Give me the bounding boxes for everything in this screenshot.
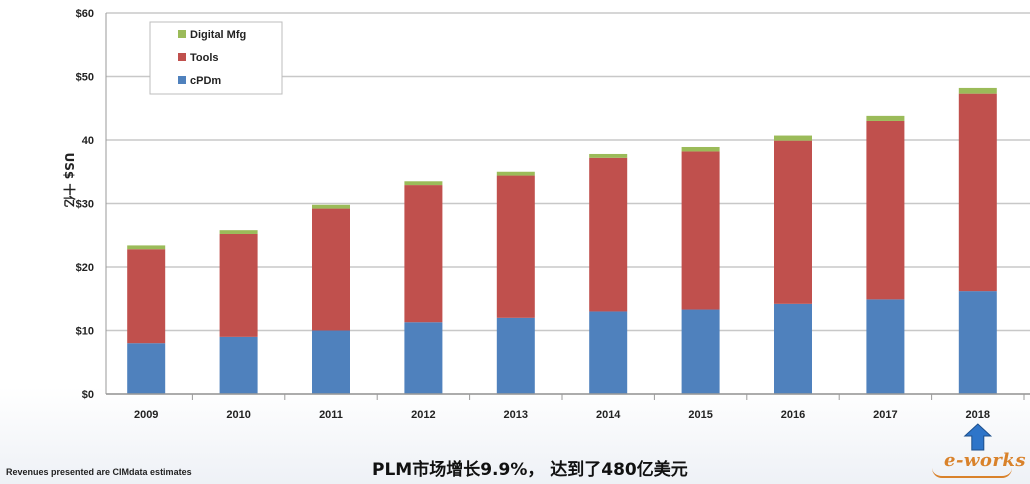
bar-digital-mfg-2013 bbox=[496, 171, 535, 176]
y-tick-label: $60 bbox=[76, 8, 94, 20]
bar-digital-mfg-2009 bbox=[127, 245, 166, 250]
bar-cpdm-2015 bbox=[681, 309, 720, 394]
y-tick-label: $50 bbox=[76, 72, 94, 84]
bar-cpdm-2014 bbox=[589, 311, 628, 394]
bar-tools-2009 bbox=[127, 249, 166, 344]
bar-cpdm-2016 bbox=[774, 303, 812, 394]
x-tick-label-2018: 2018 bbox=[966, 409, 990, 421]
legend-label-tools: Tools bbox=[190, 52, 219, 64]
bar-tools-2011 bbox=[312, 208, 350, 331]
chart: $0 $10 $20 $30 40 $50 $60 2009 2010 2011 2012 2013… bbox=[62, 8, 1030, 451]
highlight-arrow-icon bbox=[963, 423, 993, 451]
bar-cpdm-2010 bbox=[219, 336, 258, 394]
y-tick-label: $10 bbox=[76, 326, 94, 338]
e-works-logo: e-works bbox=[928, 448, 1028, 478]
bar-digital-mfg-2011 bbox=[312, 204, 350, 209]
x-tick-label-2009: 2009 bbox=[134, 409, 158, 421]
logo-text: e-works bbox=[944, 450, 1027, 471]
bars bbox=[127, 87, 997, 394]
bar-tools-2015 bbox=[681, 151, 720, 310]
y-axis-ticks: $0 $10 $20 $30 40 $50 $60 bbox=[76, 8, 94, 401]
y-axis-label: US$ 十亿 bbox=[62, 153, 77, 208]
x-tick-label-2010: 2010 bbox=[226, 409, 250, 421]
bar-tools-2013 bbox=[496, 175, 535, 318]
x-axis-ticks: 2009 2010 2011 2012 2013 2014 2015 2016 2017 2018 bbox=[106, 393, 1030, 421]
y-tick-label: 40 bbox=[82, 135, 94, 147]
legend-label-cpdm: cPDm bbox=[190, 75, 221, 87]
bar-digital-mfg-2017 bbox=[866, 115, 905, 121]
bar-tools-2017 bbox=[866, 120, 905, 300]
legend-swatch-tools bbox=[178, 53, 186, 61]
x-tick-label-2012: 2012 bbox=[411, 409, 435, 421]
bar-digital-mfg-2016 bbox=[774, 135, 812, 141]
bar-tools-2012 bbox=[404, 185, 443, 323]
bar-cpdm-2013 bbox=[496, 317, 535, 394]
bar-tools-2014 bbox=[589, 157, 628, 312]
chart-caption: PLM市场增长9.9%， 达到了480亿美元 bbox=[372, 460, 688, 480]
legend-swatch-cpdm bbox=[178, 76, 186, 84]
bar-cpdm-2018 bbox=[958, 291, 997, 394]
bar-digital-mfg-2015 bbox=[681, 146, 720, 152]
bar-digital-mfg-2014 bbox=[589, 153, 628, 158]
legend-label-digital-mfg: Digital Mfg bbox=[190, 29, 246, 41]
up-arrow-icon bbox=[963, 423, 993, 451]
legend-box bbox=[149, 21, 283, 95]
legend: Digital Mfg Tools cPDm bbox=[149, 21, 283, 95]
bar-cpdm-2011 bbox=[312, 330, 350, 394]
x-tick-label-2013: 2013 bbox=[504, 409, 528, 421]
bar-digital-mfg-2010 bbox=[219, 230, 258, 234]
bar-tools-2016 bbox=[774, 140, 812, 304]
bar-tools-2018 bbox=[958, 93, 997, 292]
y-tick-label: $30 bbox=[76, 199, 94, 211]
y-tick-label: $0 bbox=[82, 389, 94, 401]
x-tick-label-2016: 2016 bbox=[781, 409, 805, 421]
bar-digital-mfg-2018 bbox=[958, 87, 997, 94]
legend-swatch-digital-mfg bbox=[178, 30, 186, 38]
y-tick-label: $20 bbox=[76, 262, 94, 274]
x-tick-label-2017: 2017 bbox=[873, 409, 897, 421]
logo-swoosh bbox=[932, 468, 1012, 478]
bar-cpdm-2009 bbox=[127, 343, 166, 394]
x-tick-label-2014: 2014 bbox=[596, 409, 621, 421]
bar-digital-mfg-2012 bbox=[404, 181, 443, 186]
x-tick-label-2011: 2011 bbox=[319, 409, 343, 421]
bar-tools-2010 bbox=[219, 233, 258, 337]
x-tick-label-2015: 2015 bbox=[688, 409, 712, 421]
bar-cpdm-2017 bbox=[866, 299, 905, 394]
footnote: Revenues presented are CIMdata estimates bbox=[6, 467, 192, 477]
bar-cpdm-2012 bbox=[404, 322, 443, 394]
